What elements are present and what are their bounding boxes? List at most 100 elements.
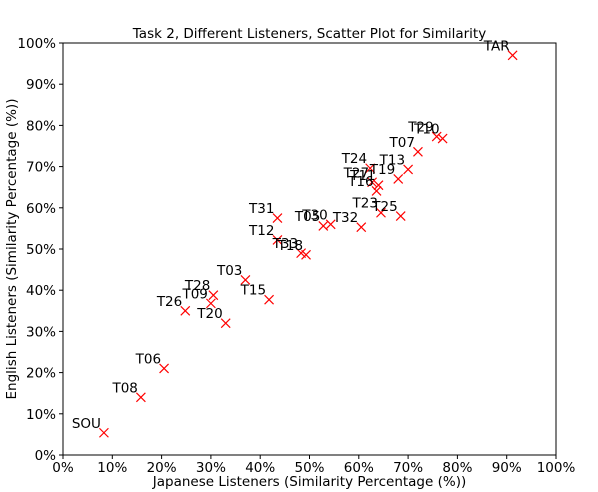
point-marker	[431, 131, 442, 142]
data-point-t29: T29	[407, 120, 442, 142]
y-tick-label: 80%	[26, 118, 56, 134]
x-tick-label: 90%	[492, 460, 522, 476]
y-tick-label: 60%	[26, 201, 56, 217]
point-label: T27	[343, 165, 369, 181]
data-point-t16: T16	[347, 174, 382, 196]
point-label: T06	[135, 351, 161, 367]
x-tick-label: 80%	[442, 460, 472, 476]
point-label: T18	[277, 238, 303, 254]
data-point-t15: T15	[240, 283, 274, 305]
x-tick-label: 50%	[294, 460, 324, 476]
data-point-t23: T23	[352, 196, 386, 218]
point-marker	[240, 274, 251, 285]
point-marker	[220, 318, 231, 329]
point-label: T23	[352, 196, 378, 212]
x-tick-label: 70%	[393, 460, 423, 476]
y-tick-label: 90%	[26, 77, 56, 93]
data-point-t27: T27	[343, 165, 378, 188]
x-tick-label: 30%	[196, 460, 226, 476]
data-point-t10: T10	[413, 122, 448, 144]
data-point-t24: T24	[341, 151, 376, 174]
point-marker	[395, 211, 406, 221]
point-label: T29	[407, 120, 433, 136]
point-marker	[205, 298, 216, 309]
y-tick-label: 100%	[17, 36, 56, 52]
point-label: T33	[272, 236, 298, 252]
data-point-t28: T28	[184, 278, 219, 301]
point-label: SOU	[72, 416, 101, 432]
y-tick-label: 30%	[26, 324, 56, 340]
point-marker	[296, 248, 307, 259]
data-point-t13: T13	[379, 152, 414, 175]
point-marker	[318, 221, 329, 231]
point-marker	[373, 180, 384, 191]
data-point-t18: T18	[277, 238, 311, 260]
data-point-t26: T26	[156, 294, 191, 316]
data-point-t05: T05	[294, 209, 329, 231]
point-label: TAR	[483, 38, 510, 54]
point-label: T26	[156, 294, 182, 310]
data-point-t03: T03	[216, 263, 251, 285]
y-axis-label: English Listeners (Similarity Percentage…	[4, 99, 20, 400]
data-point-t20: T20	[196, 306, 231, 329]
point-label: T05	[294, 209, 320, 225]
point-label: T15	[240, 283, 266, 299]
point-marker	[393, 174, 404, 184]
point-label: T32	[332, 210, 358, 226]
point-marker	[272, 213, 283, 224]
y-tick-label: 70%	[26, 160, 56, 176]
point-label: T16	[347, 174, 373, 190]
point-marker	[437, 133, 448, 144]
data-point-t07: T07	[389, 135, 423, 157]
point-label: T08	[111, 380, 137, 396]
data-point-t31: T31	[248, 201, 283, 224]
x-tick-label: 100%	[537, 460, 576, 476]
point-marker	[371, 185, 382, 196]
y-tick-label: 20%	[26, 366, 56, 382]
chart-title: Task 2, Different Listeners, Scatter Plo…	[132, 26, 486, 42]
data-point-t33: T33	[272, 236, 307, 259]
x-tick-label: 10%	[97, 460, 127, 476]
point-marker	[356, 222, 367, 233]
point-label: T24	[341, 151, 367, 167]
x-tick-label: 40%	[245, 460, 275, 476]
point-marker	[376, 207, 386, 218]
point-label: T10	[413, 122, 439, 138]
point-label: T13	[379, 152, 405, 168]
y-tick-label: 0%	[35, 448, 57, 464]
point-marker	[403, 164, 414, 175]
x-axis-label: Japanese Listeners (Similarity Percentag…	[152, 474, 466, 490]
point-marker	[264, 294, 274, 305]
point-label: T25	[371, 199, 397, 215]
point-marker	[180, 305, 191, 316]
point-marker	[413, 146, 423, 157]
data-point-t19: T19	[369, 162, 404, 184]
y-tick-label: 50%	[26, 242, 56, 258]
point-marker	[208, 290, 219, 301]
point-label: T30	[301, 207, 327, 223]
plot-area: 0% 10% 20% 30% 40% 50% 60% 70% 80% 90% 100% 0% 10% 20…	[17, 36, 575, 476]
point-label: T19	[369, 162, 395, 178]
point-marker	[159, 363, 169, 374]
point-label: T07	[389, 135, 415, 151]
data-point-t11: T11	[349, 168, 384, 191]
point-label: T03	[216, 263, 242, 279]
x-tick-label: 60%	[344, 460, 374, 476]
point-marker	[365, 163, 376, 174]
data-point-sou: SOU	[72, 416, 109, 438]
y-tick-label: 40%	[26, 283, 56, 299]
point-marker	[135, 392, 146, 403]
point-marker	[301, 249, 311, 260]
data-point-tar: TAR	[483, 38, 518, 61]
data-point-t06: T06	[135, 351, 169, 374]
data-point-t09: T09	[181, 286, 216, 309]
point-marker	[367, 177, 378, 188]
data-point-t08: T08	[111, 380, 146, 403]
point-marker	[98, 427, 109, 438]
point-marker	[325, 219, 336, 230]
point-label: T28	[184, 278, 210, 294]
data-point-t30: T30	[301, 207, 336, 230]
point-label: T12	[248, 223, 274, 239]
x-tick-label: 0%	[52, 460, 74, 476]
point-label: T20	[196, 306, 222, 322]
